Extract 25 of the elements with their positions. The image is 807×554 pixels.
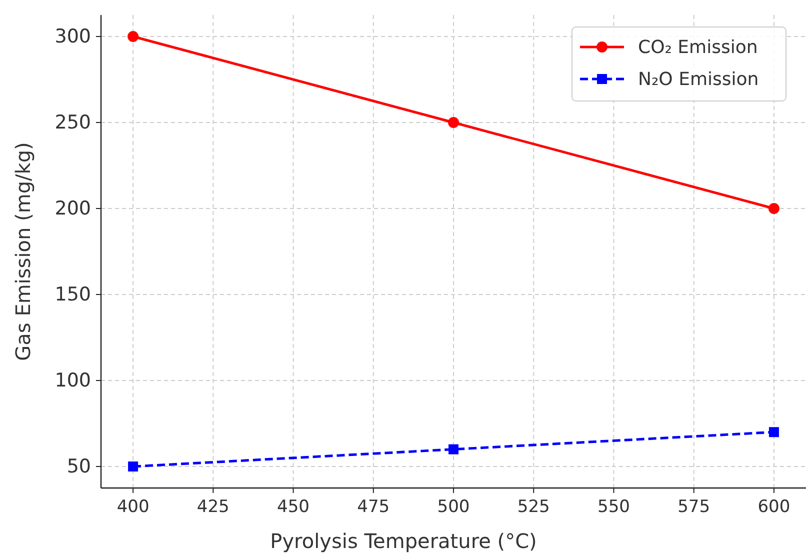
point: [448, 444, 458, 454]
legend-label: N₂O Emission: [638, 69, 759, 90]
x-tick-label: 450: [277, 497, 310, 517]
y-tick-label: 300: [54, 26, 91, 48]
legend-label: CO₂ Emission: [638, 37, 758, 58]
x-axis-title: Pyrolysis Temperature (°C): [270, 529, 537, 553]
y-axis-title: Gas Emission (mg/kg): [11, 142, 35, 361]
x-tick-label: 425: [196, 497, 230, 517]
y-tick-label: 200: [54, 198, 91, 220]
x-tick-label: 575: [678, 497, 710, 517]
y-tick-label: 50: [66, 456, 91, 478]
x-tick-label: 600: [758, 497, 790, 517]
point: [448, 117, 459, 128]
y-tick-label: 250: [54, 112, 91, 134]
y-tick-label: 150: [54, 284, 91, 306]
point: [768, 427, 779, 438]
x-tick-label: 500: [437, 497, 470, 517]
x-tick-label: 550: [598, 497, 630, 517]
point: [768, 203, 780, 214]
point: [128, 462, 138, 472]
x-tick-label: 400: [116, 497, 150, 517]
y-tick-label: 100: [54, 370, 91, 392]
x-tick-label: 525: [517, 497, 550, 517]
point: [128, 31, 139, 42]
x-tick-label: 475: [357, 497, 390, 517]
